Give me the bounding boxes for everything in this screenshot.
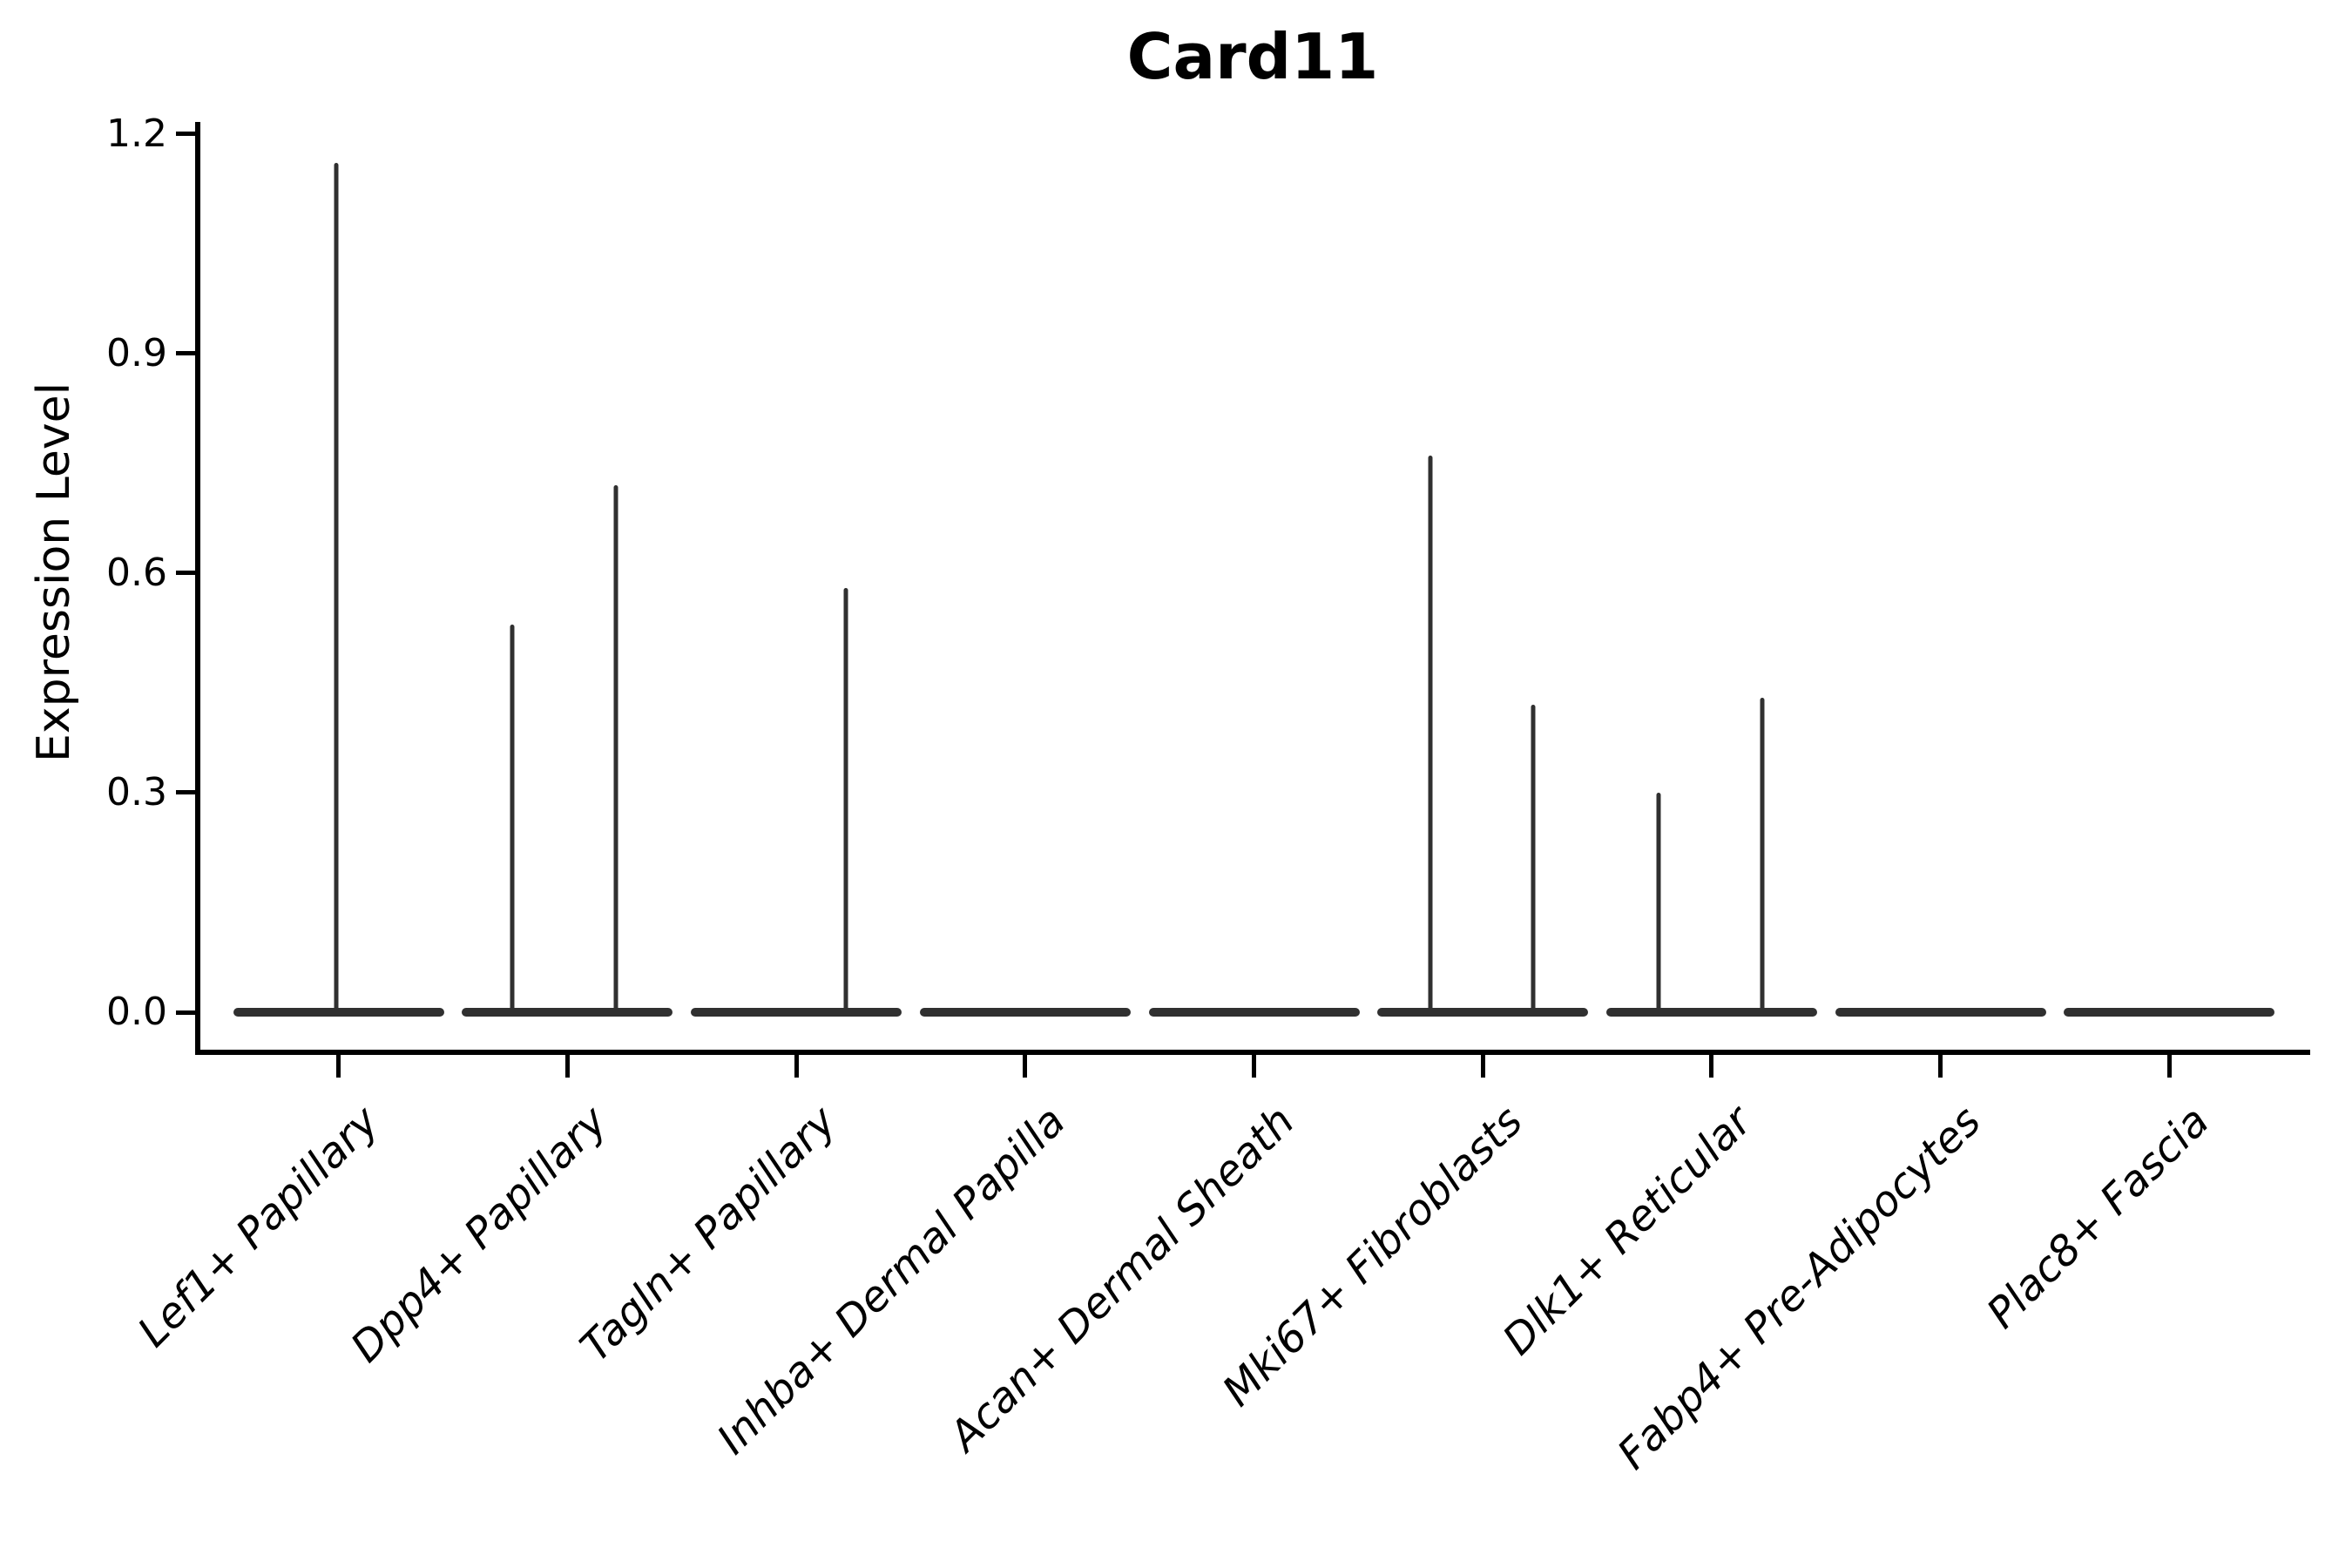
y-axis-spine	[195, 122, 200, 1055]
x-tick-mark	[1938, 1055, 1943, 1078]
violin-spike	[613, 484, 618, 1012]
x-tick-mark	[336, 1055, 341, 1078]
violin-body	[233, 1008, 444, 1017]
y-tick-mark	[176, 571, 195, 576]
violin-spike	[1531, 705, 1536, 1012]
y-tick-label: 0.3	[106, 769, 167, 814]
x-tick-label: Tagln+ Papillary	[571, 1097, 846, 1372]
x-tick-mark	[1023, 1055, 1028, 1078]
violin-spike	[1760, 697, 1765, 1012]
violin-body	[1377, 1008, 1589, 1017]
x-tick-mark	[1252, 1055, 1256, 1078]
x-tick-label: Lef1+ Papillary	[128, 1097, 389, 1357]
y-tick-label: 0.0	[106, 990, 167, 1034]
y-tick-mark	[176, 132, 195, 137]
violin-body	[1605, 1008, 1817, 1017]
x-axis-spine	[195, 1050, 2310, 1055]
violin-body	[919, 1008, 1131, 1017]
y-tick-label: 0.9	[106, 330, 167, 375]
x-tick-mark	[2166, 1055, 2172, 1078]
violin-spike	[1656, 792, 1661, 1012]
x-tick-mark	[564, 1055, 570, 1078]
y-tick-label: 0.6	[106, 550, 167, 595]
violin-body	[1148, 1008, 1360, 1017]
violin-body	[2064, 1008, 2275, 1017]
x-tick-label: Dlk1+ Reticular	[1493, 1097, 1761, 1365]
violin-body	[1835, 1008, 2046, 1017]
y-tick-mark	[176, 351, 195, 356]
violin-body	[462, 1008, 673, 1017]
x-tick-mark	[794, 1055, 799, 1078]
violin-spike	[1428, 456, 1433, 1012]
violin-body	[691, 1008, 902, 1017]
y-tick-label: 1.2	[106, 111, 167, 156]
violin-spike	[510, 624, 515, 1012]
y-tick-mark	[176, 790, 195, 795]
x-tick-mark	[1480, 1055, 1485, 1078]
x-tick-label: Plac8+ Fascia	[1977, 1097, 2220, 1338]
x-tick-mark	[1709, 1055, 1714, 1078]
x-tick-label: Dpp4+ Papillary	[341, 1097, 618, 1372]
violin-spike	[334, 163, 339, 1012]
violin-spike	[843, 587, 848, 1012]
chart-title: Card11	[1126, 20, 1379, 93]
y-tick-mark	[176, 1010, 195, 1015]
